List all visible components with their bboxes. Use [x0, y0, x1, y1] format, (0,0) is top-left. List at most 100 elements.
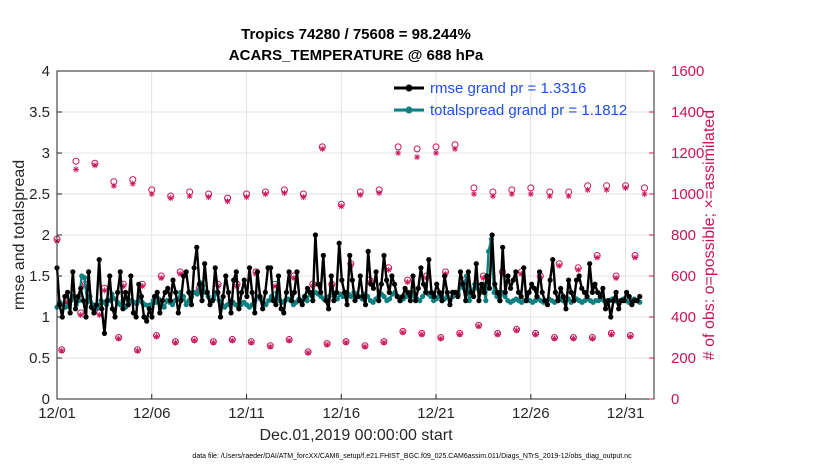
obs-assimilated-point [546, 193, 553, 200]
obs-assimilated-point [456, 331, 463, 338]
rmse-point [78, 285, 84, 291]
rmse-point [191, 265, 197, 271]
obs-assimilated-stroke [547, 193, 553, 199]
rmse-point [154, 289, 160, 295]
rmse-point [304, 285, 311, 291]
rmse-point [162, 289, 168, 295]
rmse-point [323, 298, 329, 304]
rmse-point [67, 310, 73, 316]
obs-assimilated-stroke [528, 191, 534, 197]
obs-assimilated-point [513, 327, 520, 334]
obs-assimilated-point [129, 180, 136, 187]
rmse-point [444, 289, 450, 295]
rmse-point [215, 289, 221, 295]
rmse-point [471, 293, 477, 300]
rmse-point [389, 273, 395, 279]
rmse-point [460, 281, 466, 287]
y-right-tick-label: 1400 [671, 104, 704, 121]
rmse-point [560, 293, 566, 300]
x-tick-label: 12/06 [133, 405, 171, 422]
obs-possible-point [470, 184, 478, 192]
x-tick-label: 12/26 [512, 405, 550, 422]
rmse-point [447, 302, 453, 308]
obs-assimilated-point [527, 191, 534, 197]
rmse-point [423, 289, 429, 295]
obs-assimilated-stroke [395, 150, 401, 156]
rmse-point [547, 277, 553, 283]
rmse-point [629, 302, 635, 308]
rmse-point [431, 293, 437, 300]
obs-assimilated-stroke [319, 146, 325, 152]
obs-assimilated-stroke [101, 287, 107, 293]
rmse-point [539, 289, 545, 295]
rmse-point [96, 257, 102, 263]
rmse-point [57, 302, 63, 308]
rmse-point [473, 261, 479, 267]
rmse-point [502, 289, 508, 295]
y-axis-left: 0 0.5 1 1.5 2 2.5 3 3.5 4 [29, 63, 62, 408]
rmse-point [436, 289, 442, 295]
obs-assimilated-point [286, 337, 293, 344]
rmse-point [484, 273, 490, 279]
obs-assimilated-stroke [324, 342, 330, 348]
totalspread-point [304, 298, 310, 304]
rmse-point [236, 306, 242, 312]
obs-assimilated-stroke [168, 195, 174, 201]
obs-assimilated-stroke [139, 283, 145, 289]
legend: rmse grand pr = 1.3316 totalspread grand… [394, 80, 627, 119]
rmse-point [457, 269, 464, 275]
rmse-point [328, 273, 334, 279]
legend-rmse-label: rmse grand pr = 1.3316 [430, 80, 586, 97]
obs-assimilated-stroke [272, 283, 278, 289]
obs-assimilated-point [319, 145, 326, 152]
rmse-point [159, 298, 166, 304]
obs-assimilated-point [565, 193, 572, 200]
rmse-point [500, 244, 506, 250]
obs-assimilated-point [243, 194, 250, 201]
totalspread-point [183, 302, 189, 308]
rmse-point [497, 298, 503, 304]
rmse-point [320, 252, 326, 259]
obs-count-markers [53, 141, 649, 356]
rmse-point [270, 298, 276, 304]
rmse-point [555, 298, 561, 304]
rmse-point [183, 269, 189, 275]
rmse-point [249, 289, 255, 295]
obs-assimilated-stroke [229, 338, 235, 344]
rmse-point [386, 289, 392, 295]
x-tick-label: 12/21 [417, 405, 455, 422]
obs-assimilated-point [575, 266, 582, 273]
rmse-point [394, 293, 400, 300]
x-tick-label: 12/16 [323, 405, 361, 422]
rmse-point [310, 298, 316, 304]
rmse-point [463, 298, 469, 304]
obs-assimilated-stroke [566, 193, 572, 199]
obs-assimilated-point [433, 150, 440, 156]
rmse-point [268, 265, 274, 271]
rmse-point [434, 281, 440, 287]
y-tick-label: 0 [42, 391, 50, 408]
rmse-point [315, 281, 321, 287]
rmse-point [83, 314, 89, 320]
rmse-point [291, 289, 297, 295]
rmse-point [405, 289, 411, 295]
obs-assimilated-stroke [627, 333, 633, 339]
y-right-tick-label: 1000 [671, 186, 704, 203]
rmse-point [289, 298, 295, 304]
rmse-point [370, 285, 377, 291]
rmse-point [125, 302, 131, 308]
rmse-point [70, 269, 76, 275]
rmse-point [544, 302, 551, 308]
obs-assimilated-stroke [262, 191, 268, 197]
obs-assimilated-stroke [405, 279, 411, 285]
rmse-point [534, 293, 540, 300]
x-tick-label: 12/11 [228, 405, 264, 422]
obs-assimilated-point [305, 349, 312, 356]
obs-assimilated-stroke [414, 154, 420, 160]
obs-assimilated-stroke [158, 275, 164, 281]
rmse-point [637, 293, 643, 300]
obs-assimilated-stroke [149, 191, 155, 197]
rmse-point [347, 252, 353, 259]
rmse-point [275, 273, 282, 279]
legend-rmse-marker [405, 84, 413, 92]
